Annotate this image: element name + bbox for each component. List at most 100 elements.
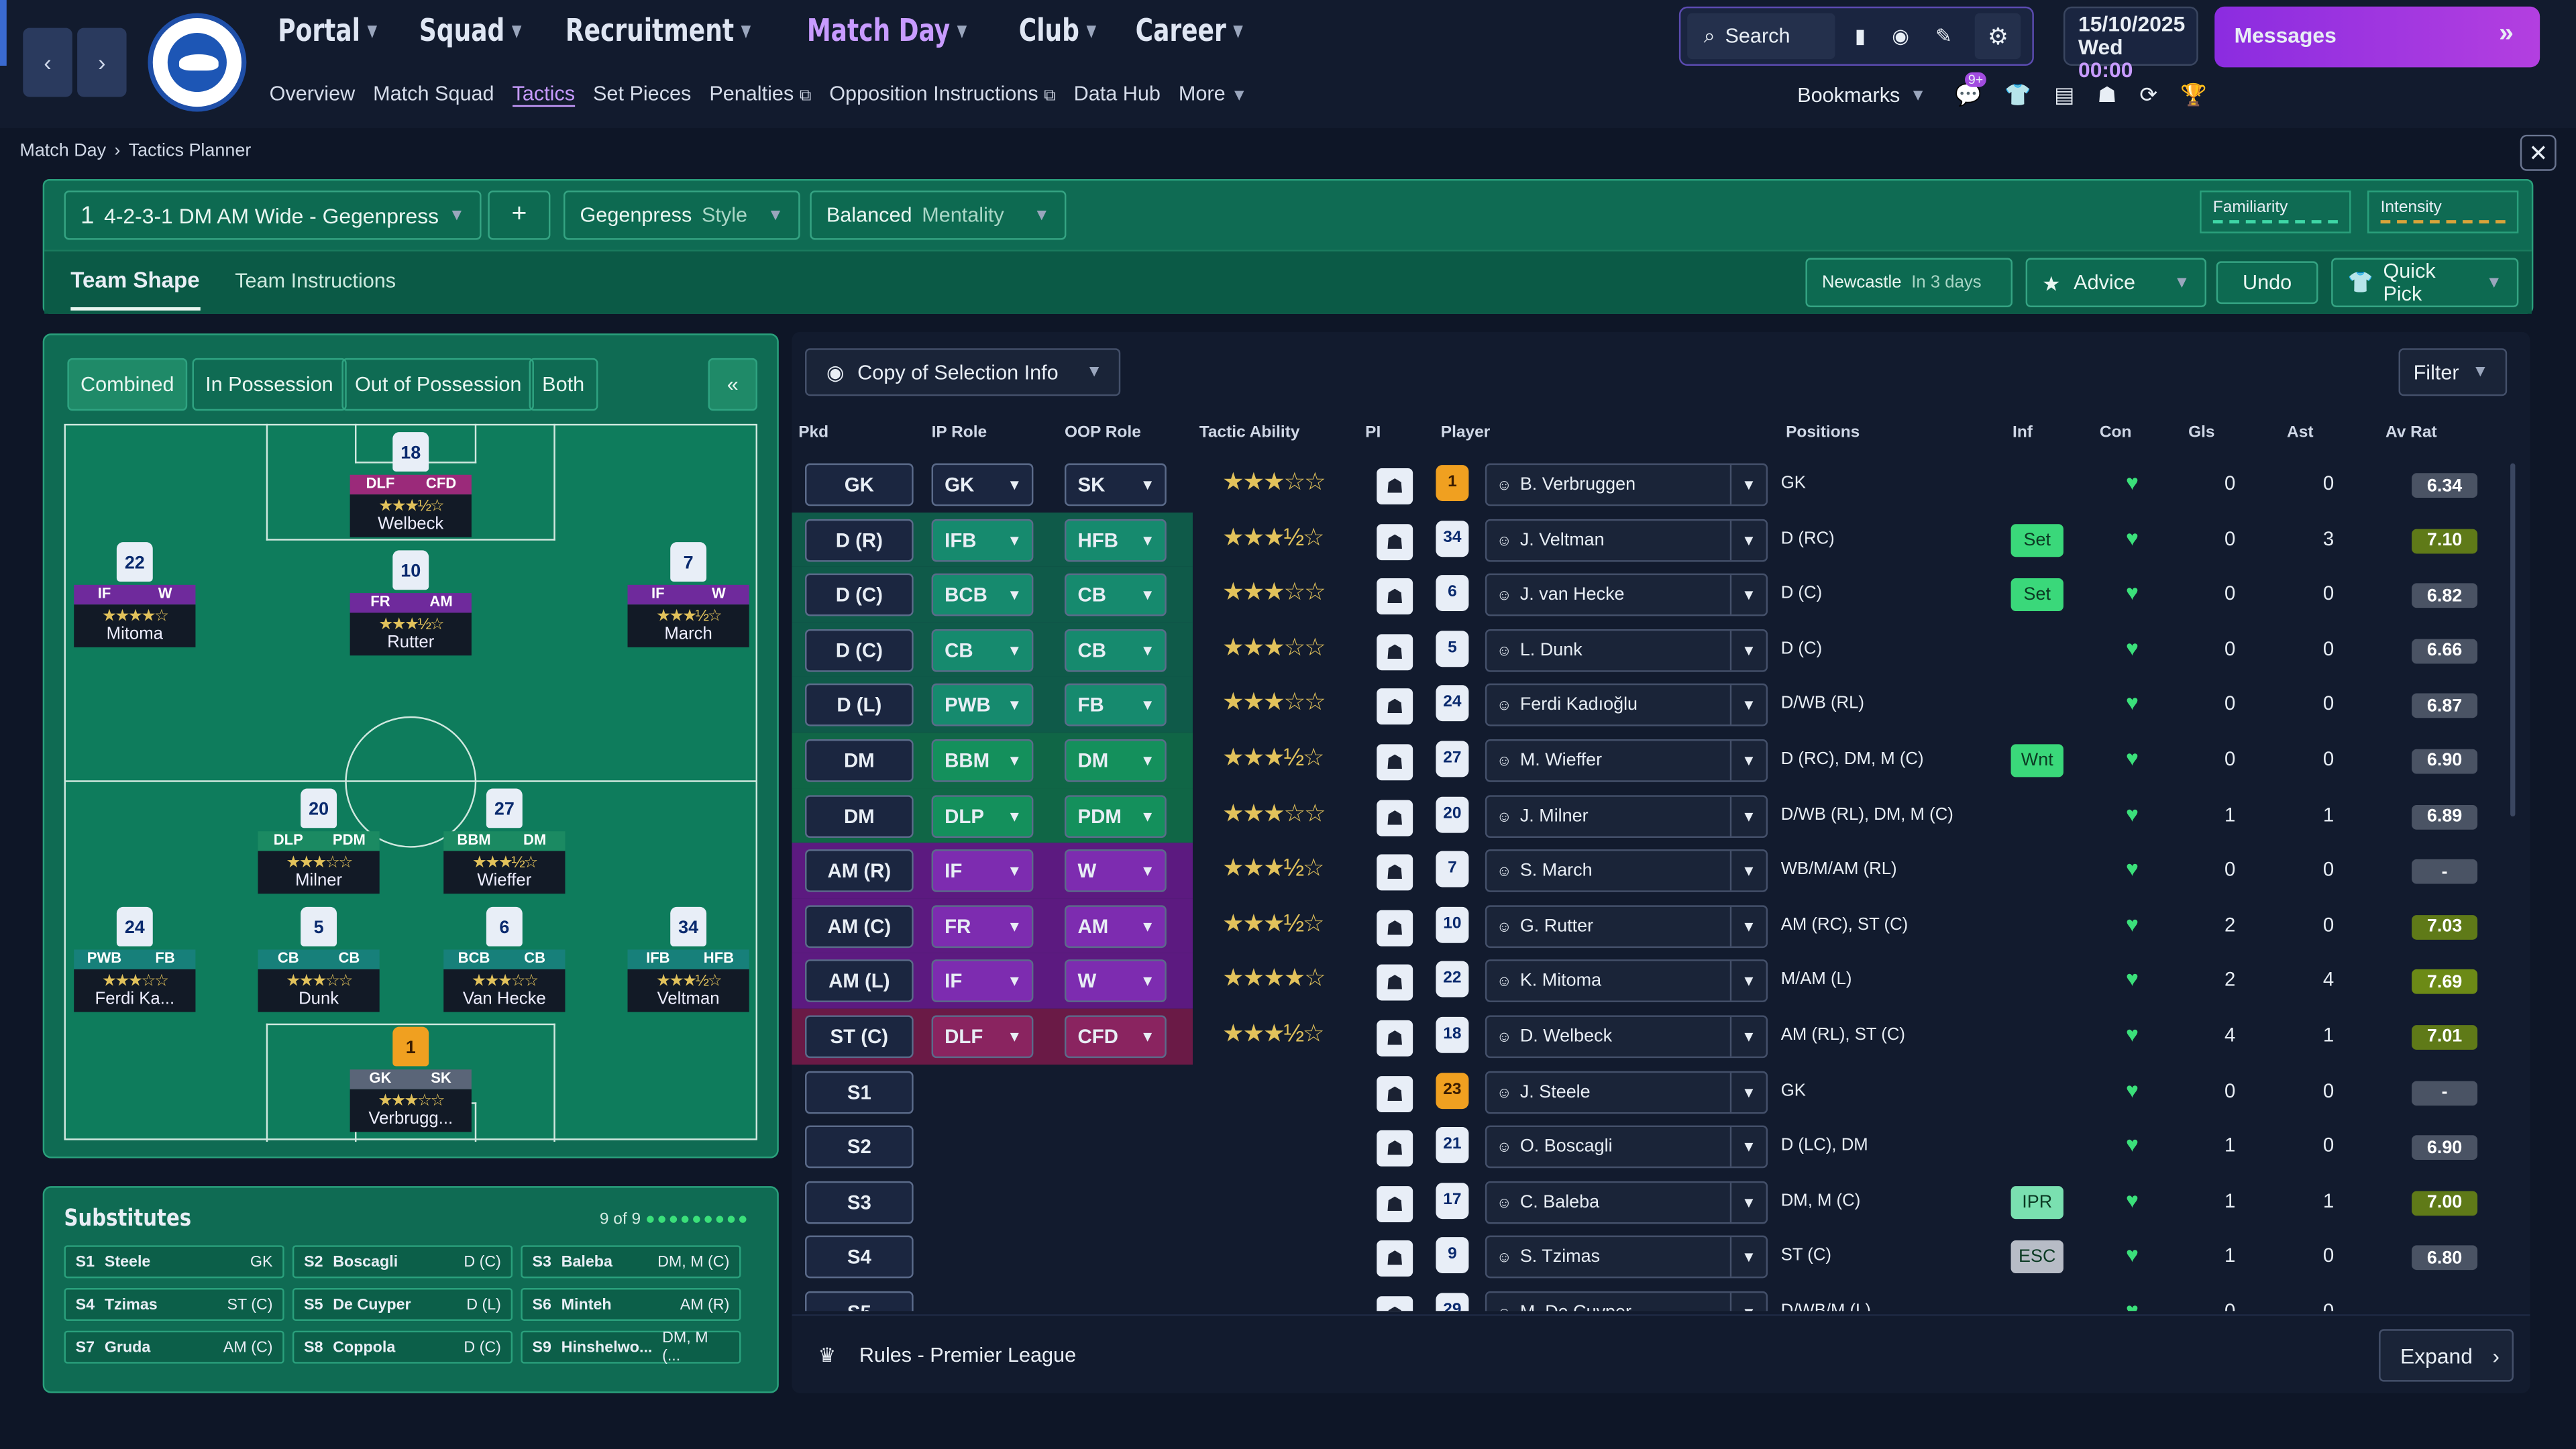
player-instructions-icon[interactable]: ☗ xyxy=(1377,468,1413,504)
breadcrumb-match-day[interactable]: Match Day xyxy=(19,141,107,162)
subnav-match-squad[interactable]: Match Squad xyxy=(373,82,494,105)
player-instructions-icon[interactable]: ☗ xyxy=(1377,910,1413,947)
table-row[interactable]: D (L) PWB ▼ FB ▼ ★★★☆☆ ☗ 24 ☺ Ferdi Kadıoğlu ▼ D/WB… xyxy=(792,677,2507,733)
subnav-overview[interactable]: Overview xyxy=(269,82,356,105)
pitch-player-card[interactable]: 24 PWB FB ★★★☆☆ Ferdi Ka... xyxy=(74,906,196,1012)
player-instructions-icon[interactable]: ☗ xyxy=(1377,744,1413,781)
club-crest-logo[interactable] xyxy=(148,13,247,112)
player-dropdown[interactable]: ☺ O. Boscagli ▼ xyxy=(1485,1125,1768,1169)
table-row[interactable]: D (R) IFB ▼ HFB ▼ ★★★½☆ ☗ 34 ☺ J. Veltman ▼ D (RC) S… xyxy=(792,512,2507,568)
table-row[interactable]: ST (C) DLF ▼ CFD ▼ ★★★½☆ ☗ 18 ☺ D. Welbeck ▼ AM (RL… xyxy=(792,1008,2507,1064)
familiarity-meter[interactable]: Familiarity xyxy=(2200,191,2351,233)
ip-role-dropdown[interactable]: PWB ▼ xyxy=(931,684,1034,727)
rules-link[interactable]: Rules - Premier League xyxy=(859,1344,1077,1367)
close-button[interactable]: ✕ xyxy=(2520,134,2557,171)
pkd-button[interactable]: S2 xyxy=(805,1125,914,1169)
col-av-rat[interactable]: Av Rat xyxy=(2385,423,2437,442)
player-instructions-icon[interactable]: ☗ xyxy=(1377,689,1413,725)
pitch-player-card[interactable]: 1 GK SK ★★★☆☆ Verbrugg... xyxy=(350,1026,472,1132)
clipboard-icon[interactable]: ▤ xyxy=(2054,82,2075,107)
player-dropdown[interactable]: ☺ Ferdi Kadıoğlu ▼ xyxy=(1485,684,1768,727)
table-row[interactable]: S4 ☗ 9 ☺ S. Tzimas ▼ ST (C) ESC ♥ 1 0 6.80 xyxy=(792,1230,2507,1285)
subnav-penalties[interactable]: Penalties ⧉ xyxy=(709,82,812,105)
table-row[interactable]: S1 ☗ 23 ☺ J. Steele ▼ GK ♥ 0 0 - xyxy=(792,1064,2507,1119)
pitch-player-card[interactable]: 10 FR AM ★★★½☆ Rutter xyxy=(350,550,472,656)
player-dropdown[interactable]: ☺ S. March ▼ xyxy=(1485,849,1768,893)
tab-both[interactable]: Both xyxy=(529,358,598,411)
table-row[interactable]: DM BBM ▼ DM ▼ ★★★½☆ ☗ 27 ☺ M. Wieffer ▼ D (RC), DM,… xyxy=(792,733,2507,788)
player-dropdown[interactable]: ☺ M. Wieffer ▼ xyxy=(1485,739,1768,782)
intensity-meter[interactable]: Intensity xyxy=(2367,191,2519,233)
copy-selection-dropdown[interactable]: ◉ Copy of Selection Info ▼ xyxy=(805,348,1121,396)
mentality-dropdown[interactable]: Balanced Mentality ▼ xyxy=(810,191,1067,240)
table-row[interactable]: D (C) CB ▼ CB ▼ ★★★☆☆ ☗ 5 ☺ L. Dunk ▼ D (C) ♥ 0 0 6.66 xyxy=(792,622,2507,678)
tab-in-possession[interactable]: In Possession xyxy=(192,358,347,411)
ip-role-dropdown[interactable]: IF ▼ xyxy=(931,849,1034,893)
col-player[interactable]: Player xyxy=(1440,423,1491,442)
subnav-data-hub[interactable]: Data Hub xyxy=(1073,82,1161,105)
substitute-cell[interactable]: S2 Boscagli D (C) xyxy=(292,1245,513,1279)
player-instructions-icon[interactable]: ☗ xyxy=(1377,799,1413,836)
pitch-player-card[interactable]: 18 DLF CFD ★★★½☆ Welbeck xyxy=(350,432,472,537)
oop-role-dropdown[interactable]: HFB ▼ xyxy=(1064,518,1167,561)
pitch-player-card[interactable]: 7 IF W ★★★½☆ March xyxy=(627,542,749,647)
pkd-button[interactable]: DM xyxy=(805,794,914,837)
player-dropdown[interactable]: ☺ J. Veltman ▼ xyxy=(1485,518,1768,561)
oop-role-dropdown[interactable]: W ▼ xyxy=(1064,960,1167,1003)
col-con[interactable]: Con xyxy=(2099,423,2132,442)
oop-role-dropdown[interactable]: W ▼ xyxy=(1064,849,1167,893)
col-ast[interactable]: Ast xyxy=(2287,423,2314,442)
col-ip-role[interactable]: IP Role xyxy=(931,423,987,442)
player-instructions-icon[interactable]: ☗ xyxy=(1377,1020,1413,1057)
oop-role-dropdown[interactable]: CB ▼ xyxy=(1064,629,1167,672)
ip-role-dropdown[interactable]: DLP ▼ xyxy=(931,794,1034,837)
pkd-button[interactable]: AM (L) xyxy=(805,960,914,1003)
back-button[interactable]: ‹ xyxy=(23,28,72,97)
col-tactic-ability[interactable]: Tactic Ability xyxy=(1199,423,1300,442)
ip-role-dropdown[interactable]: IF ▼ xyxy=(931,960,1034,1003)
collapse-button[interactable]: « xyxy=(708,358,757,411)
ip-role-dropdown[interactable]: BBM ▼ xyxy=(931,739,1034,782)
nav-recruitment[interactable]: Recruitment ▼ xyxy=(564,13,751,50)
player-dropdown[interactable]: ☺ J. Milner ▼ xyxy=(1485,794,1768,837)
subnav-set-pieces[interactable]: Set Pieces xyxy=(593,82,692,105)
ip-role-dropdown[interactable]: GK ▼ xyxy=(931,463,1034,506)
date-display[interactable]: 15/10/2025 Wed 00:00 xyxy=(2063,6,2198,81)
player-dropdown[interactable]: ☺ J. van Hecke ▼ xyxy=(1485,574,1768,616)
nav-squad[interactable]: Squad ▼ xyxy=(419,13,522,50)
pitch-player-card[interactable]: 6 BCB CB ★★★☆☆ Van Hecke xyxy=(443,906,566,1012)
col-positions[interactable]: Positions xyxy=(1786,423,1860,442)
substitute-cell[interactable]: S9 Hinshelwo... DM, M (... xyxy=(521,1329,741,1365)
subnav-opposition-instructions[interactable]: Opposition Instructions ⧉ xyxy=(829,82,1056,105)
col-gls[interactable]: Gls xyxy=(2188,423,2215,442)
ip-role-dropdown[interactable]: IFB ▼ xyxy=(931,518,1034,561)
substitute-cell[interactable]: S7 Gruda AM (C) xyxy=(64,1330,284,1364)
forward-button[interactable]: › xyxy=(77,28,127,97)
player-instructions-icon[interactable]: ☗ xyxy=(1377,1240,1413,1277)
trophy-icon[interactable]: 🏆 xyxy=(2180,82,2208,107)
subnav-tactics[interactable]: Tactics xyxy=(512,82,576,107)
ip-role-dropdown[interactable]: DLF ▼ xyxy=(931,1015,1034,1059)
pkd-button[interactable]: DM xyxy=(805,739,914,782)
player-instructions-icon[interactable]: ☗ xyxy=(1377,854,1413,891)
table-row[interactable]: AM (L) IF ▼ W ▼ ★★★★☆ ☗ 22 ☺ K. Mitoma ▼ M/AM (L) ♥ 2… xyxy=(792,953,2507,1009)
expand-button[interactable]: Expand › xyxy=(2379,1329,2514,1382)
oop-role-dropdown[interactable]: PDM ▼ xyxy=(1064,794,1167,837)
col-inf[interactable]: Inf xyxy=(2012,423,2033,442)
pkd-button[interactable]: AM (C) xyxy=(805,904,914,948)
notepad-icon[interactable]: ▮ xyxy=(1854,24,1866,48)
table-row[interactable]: DM DLP ▼ PDM ▼ ★★★☆☆ ☗ 20 ☺ J. Milner ▼ D/WB (RL), … xyxy=(792,788,2507,843)
pkd-button[interactable]: D (L) xyxy=(805,684,914,727)
substitute-cell[interactable]: S4 Tzimas ST (C) xyxy=(64,1288,284,1321)
pitch-player-card[interactable]: 27 BBM DM ★★★½☆ Wieffer xyxy=(443,788,566,894)
player-instructions-icon[interactable]: ☗ xyxy=(1377,1296,1413,1311)
pkd-button[interactable]: S1 xyxy=(805,1070,914,1114)
ip-role-dropdown[interactable]: CB ▼ xyxy=(931,629,1034,672)
refresh-icon[interactable]: ⟳ xyxy=(2139,82,2158,107)
filter-dropdown[interactable]: Filter ▼ xyxy=(2398,348,2508,396)
oop-role-dropdown[interactable]: AM ▼ xyxy=(1064,904,1167,948)
shirt-icon[interactable]: 👕 xyxy=(2004,82,2031,107)
pitch-player-card[interactable]: 22 IF W ★★★★☆ Mitoma xyxy=(74,542,196,647)
pkd-button[interactable]: GK xyxy=(805,463,914,506)
gear-icon[interactable]: ⚙ xyxy=(1975,13,2021,60)
